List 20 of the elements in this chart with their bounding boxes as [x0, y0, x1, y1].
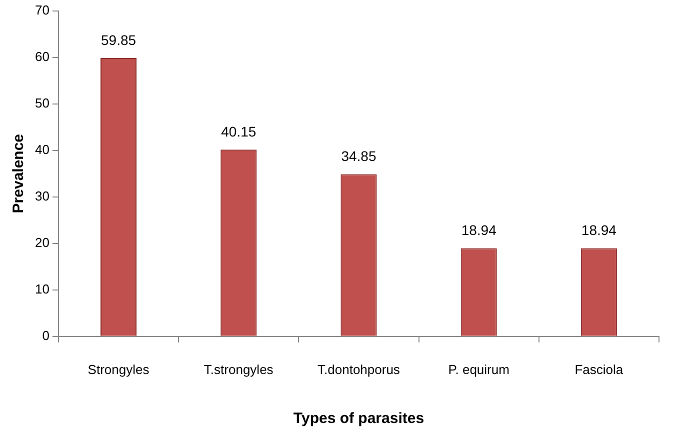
x-tick-label: Strongyles: [88, 362, 150, 377]
y-tick-label: 60: [34, 48, 50, 64]
data-label: 18.94: [461, 222, 497, 238]
x-tick-label: Fasciola: [574, 362, 624, 377]
x-tick-label: T.dontohporus: [318, 362, 400, 377]
y-tick-label: 50: [34, 95, 50, 110]
y-tick-label: 0: [42, 328, 50, 343]
y-tick-label: 40: [34, 142, 50, 157]
y-tick-label: 20: [34, 234, 50, 250]
x-tick-label: P. equirum: [448, 362, 510, 377]
x-tick-label: T.strongyles: [204, 362, 274, 377]
data-label: 40.15: [221, 124, 256, 140]
y-tick-label: 30: [34, 188, 50, 204]
y-tick-label: 70: [34, 2, 50, 18]
data-label: 59.85: [100, 32, 136, 48]
data-label: 34.85: [341, 148, 376, 164]
y-axis-title: Prevalence: [10, 134, 28, 214]
y-tick-label: 10: [34, 281, 50, 296]
x-axis-title: Types of parasites: [293, 410, 424, 428]
data-label: 18.94: [581, 222, 617, 238]
